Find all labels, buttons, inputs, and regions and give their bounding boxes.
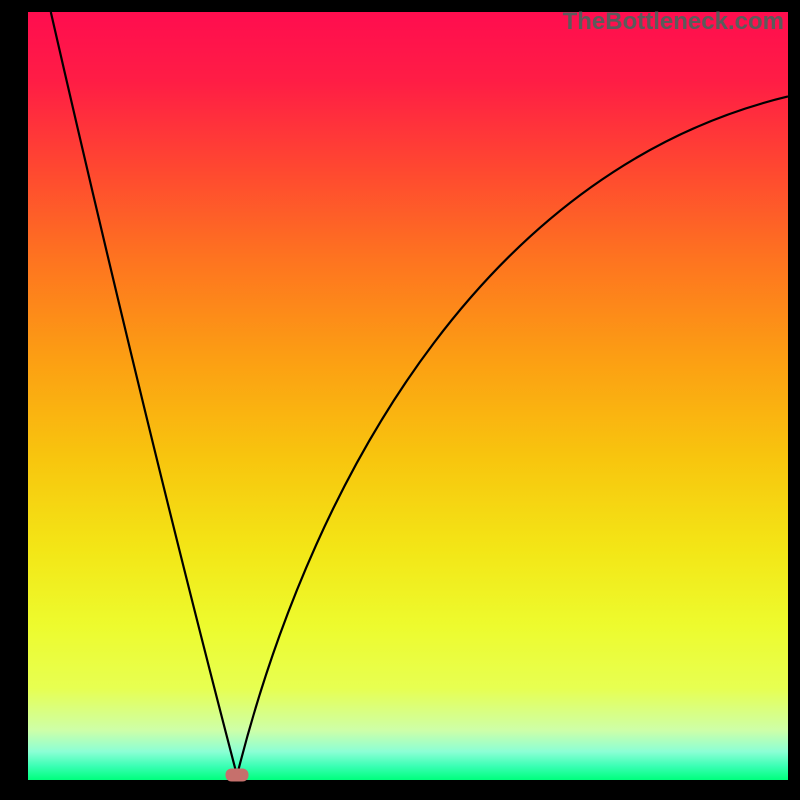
watermark-text: TheBottleneck.com	[563, 8, 784, 36]
curve-layer	[0, 0, 800, 800]
right-curve	[237, 96, 788, 775]
vertex-marker	[226, 768, 249, 781]
left-curve	[51, 12, 237, 775]
chart-canvas: TheBottleneck.com	[0, 0, 800, 800]
